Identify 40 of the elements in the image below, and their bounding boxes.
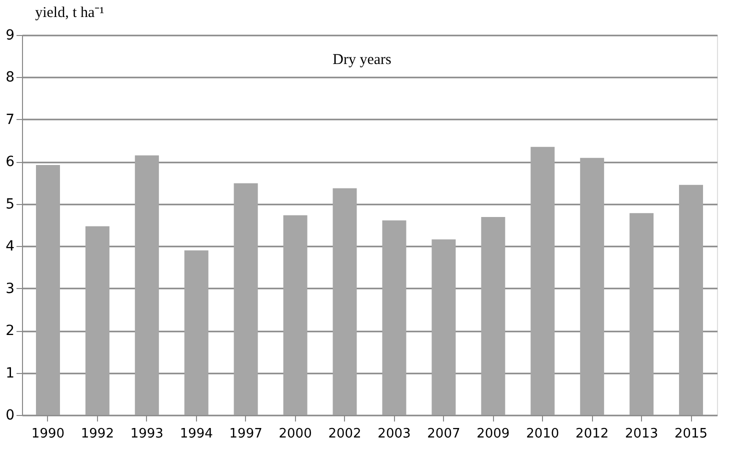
y-tick-label: 2	[6, 323, 14, 340]
y-axis-title: yield, t ha⁻¹	[35, 5, 104, 21]
bar	[630, 213, 654, 415]
bar	[85, 226, 110, 415]
x-tick-label: 1993	[130, 426, 164, 442]
bar	[234, 183, 258, 415]
annotation: Dry years	[332, 52, 392, 68]
bar	[432, 239, 456, 415]
x-tick-label: 2010	[526, 426, 560, 442]
bar	[283, 215, 308, 415]
x-tick-label: 2009	[476, 426, 510, 442]
bar	[481, 216, 506, 415]
x-tick-label: 1994	[180, 426, 213, 442]
x-tick-label: 2013	[625, 426, 658, 442]
y-tick-label: 8	[6, 70, 14, 86]
x-tick-label: 1990	[31, 426, 65, 442]
x-tick-label: 2002	[328, 426, 362, 442]
x-tick-label: 2012	[576, 426, 609, 442]
y-tick-label: 5	[6, 196, 14, 212]
x-tick-label: 2015	[674, 426, 708, 442]
x-tick-label: 1997	[229, 426, 262, 442]
y-tick-label: 7	[6, 112, 14, 128]
y-tick-label: 9	[6, 28, 14, 44]
bar	[36, 165, 60, 415]
y-tick-label: 6	[6, 154, 15, 170]
bar	[530, 146, 555, 415]
x-tick-label: 2000	[278, 426, 312, 442]
bar	[382, 220, 406, 415]
y-tick-label: 0	[6, 408, 14, 424]
y-tick-label: 3	[6, 280, 14, 297]
bar	[332, 188, 357, 415]
x-tick-label: 2007	[427, 426, 460, 442]
x-tick-label: 2003	[378, 426, 411, 442]
y-tick-label: 4	[6, 238, 15, 255]
bar	[184, 250, 208, 415]
bar	[679, 184, 704, 415]
bar	[134, 155, 159, 415]
y-tick-label: 1	[6, 365, 14, 382]
x-tick-label: 1992	[80, 426, 114, 442]
bar	[580, 158, 604, 415]
